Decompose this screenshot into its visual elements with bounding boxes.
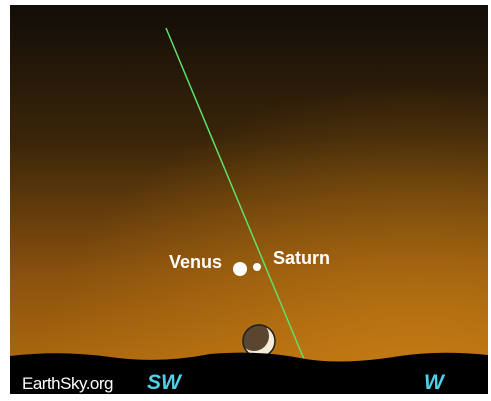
credit: EarthSky.org xyxy=(22,374,113,393)
planet-label: Venus xyxy=(169,252,222,272)
direction-label: W xyxy=(424,371,446,394)
direction-label: SW xyxy=(147,371,183,394)
sky-scene: Venus Saturn EarthSky.org SW W xyxy=(0,0,491,401)
saturn-dot xyxy=(253,263,261,271)
planet-label: Saturn xyxy=(273,248,330,268)
venus-dot xyxy=(233,262,247,276)
page: Venus Saturn EarthSky.org SW W (() => { … xyxy=(0,0,491,401)
